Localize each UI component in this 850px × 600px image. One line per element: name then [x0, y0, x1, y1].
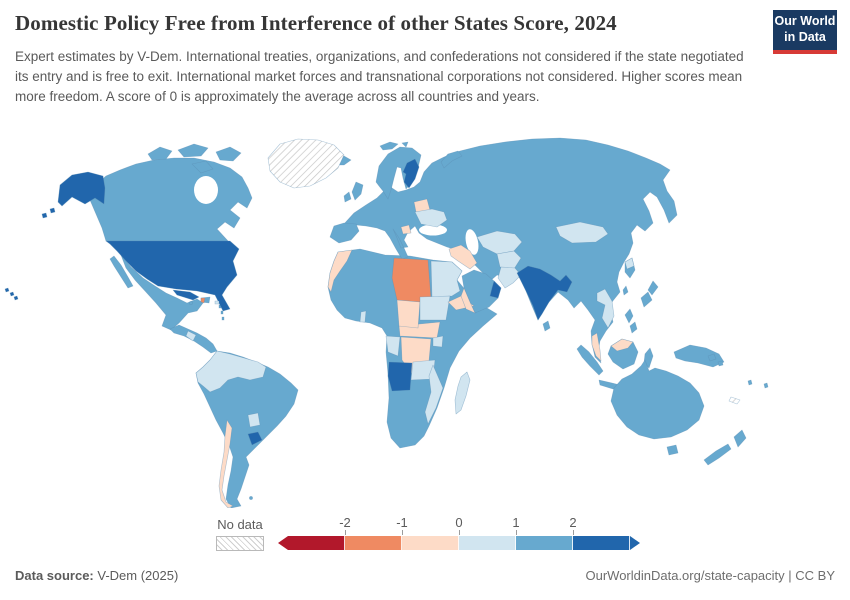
country-libya[interactable] [391, 257, 432, 303]
choropleth-svg [4, 137, 769, 509]
region-gabon-congo[interactable] [385, 335, 401, 357]
region-philippines[interactable] [624, 308, 638, 334]
owid-logo[interactable]: Our World in Data [773, 10, 837, 54]
region-pacific-islands[interactable] [707, 353, 769, 389]
country-paraguay[interactable] [247, 412, 261, 428]
legend-tick [516, 530, 517, 535]
region-colombia-venezuela-ecuador[interactable] [195, 350, 267, 393]
country-uruguay[interactable] [247, 431, 263, 446]
country-egypt[interactable] [430, 260, 463, 298]
region-mexico[interactable] [120, 254, 204, 331]
region-syria-iraq-jordan[interactable] [448, 244, 478, 270]
legend-tick-label: -2 [339, 515, 351, 530]
country-uganda[interactable] [432, 335, 444, 348]
country-greenland[interactable] [267, 138, 345, 189]
country-bosnia[interactable] [400, 224, 412, 235]
region-ireland[interactable] [343, 191, 352, 203]
region-iberia[interactable] [329, 222, 360, 244]
legend-tick [345, 530, 346, 535]
country-finland[interactable] [402, 158, 420, 189]
legend-arrow-right[interactable] [630, 536, 640, 550]
world-map [0, 130, 850, 509]
owid-logo-line2: in Data [784, 30, 826, 44]
region-falklands[interactable] [249, 496, 253, 500]
country-sudan[interactable] [419, 295, 451, 321]
country-madagascar[interactable] [454, 371, 471, 415]
legend-tick-label: 1 [512, 515, 520, 530]
country-mozambique[interactable] [424, 364, 444, 425]
country-benin[interactable] [359, 310, 367, 323]
country-ukraine[interactable] [414, 208, 448, 228]
region-new-guinea[interactable] [673, 344, 725, 368]
country-haiti[interactable] [200, 297, 206, 304]
country-united-states[interactable] [105, 240, 240, 312]
legend-tick [459, 530, 460, 535]
region-taiwan[interactable] [622, 285, 629, 296]
country-chile[interactable] [218, 419, 234, 509]
region-new-zealand[interactable] [703, 429, 747, 466]
page-title: Domestic Policy Free from Interference o… [15, 11, 617, 35]
country-alaska[interactable] [41, 171, 106, 219]
country-afghanistan[interactable] [496, 250, 522, 270]
region-scandinavia[interactable] [375, 146, 422, 200]
country-angola[interactable] [387, 361, 413, 392]
country-puerto-rico[interactable] [214, 300, 220, 305]
legend-bin-0to1[interactable] [459, 536, 516, 550]
legend-tick-label: -1 [396, 515, 408, 530]
region-united-kingdom[interactable] [351, 181, 364, 201]
region-australia[interactable] [610, 359, 705, 440]
legend-bin--1to0[interactable] [402, 536, 459, 550]
region-sumatra[interactable] [576, 344, 604, 376]
data-source-value: V-Dem (2025) [93, 568, 179, 583]
country-chad[interactable] [396, 299, 421, 329]
legend-colorbar[interactable]: -2 -1 0 1 2 [278, 515, 640, 550]
owid-logo-line1: Our World [774, 14, 836, 29]
region-jamaica[interactable] [189, 301, 193, 305]
region-arctic-islands[interactable] [147, 143, 242, 174]
chart-subtitle: Expert estimates by V-Dem. International… [15, 49, 744, 104]
region-tasmania[interactable] [666, 444, 679, 456]
region-svalbard[interactable] [379, 141, 409, 151]
country-nicaragua[interactable] [185, 330, 197, 342]
region-vietnam-laos-cambodia[interactable] [596, 288, 615, 329]
country-hawaii[interactable] [4, 287, 19, 301]
country-yemen[interactable] [460, 287, 476, 314]
region-central-asia[interactable] [476, 230, 523, 255]
black-sea [419, 224, 447, 236]
country-malaysia[interactable] [591, 332, 634, 362]
region-morocco-wsahara[interactable] [327, 249, 353, 293]
data-source-label: Data source: [15, 568, 94, 583]
country-cuba[interactable] [172, 289, 200, 301]
legend-bin-gt2[interactable] [573, 536, 630, 550]
legend-bin-1to2[interactable] [516, 536, 573, 550]
region-canada[interactable] [89, 157, 253, 242]
footer-data-source: Data source: V-Dem (2025) [15, 568, 178, 583]
country-north-korea[interactable] [624, 257, 635, 270]
legend-arrow-left[interactable] [278, 536, 288, 550]
region-japan[interactable] [640, 280, 659, 308]
country-mongolia[interactable] [555, 221, 609, 244]
hudson-bay [194, 176, 218, 204]
region-south-america[interactable] [195, 350, 299, 509]
country-pakistan[interactable] [497, 266, 522, 289]
legend-no-data-swatch[interactable] [216, 536, 264, 551]
country-india[interactable] [516, 265, 573, 321]
legend-bin--2to-1[interactable] [345, 536, 402, 550]
region-baja-california[interactable] [109, 255, 134, 289]
region-sri-lanka[interactable] [542, 320, 551, 332]
legend-tick [402, 530, 403, 535]
legend-tick-label: 0 [455, 515, 463, 530]
footer-link[interactable]: OurWorldinData.org/state-capacity | CC B… [585, 568, 835, 583]
country-new-caledonia[interactable] [728, 396, 741, 405]
country-oman[interactable] [489, 280, 502, 299]
legend-bin-lt-2[interactable] [288, 536, 345, 550]
legend-no-data-label: No data [217, 517, 263, 532]
legend-tick [573, 530, 574, 535]
region-novaya-zemlya[interactable] [440, 150, 463, 169]
caspian-sea [465, 229, 479, 255]
legend-tick-label: 2 [569, 515, 577, 530]
